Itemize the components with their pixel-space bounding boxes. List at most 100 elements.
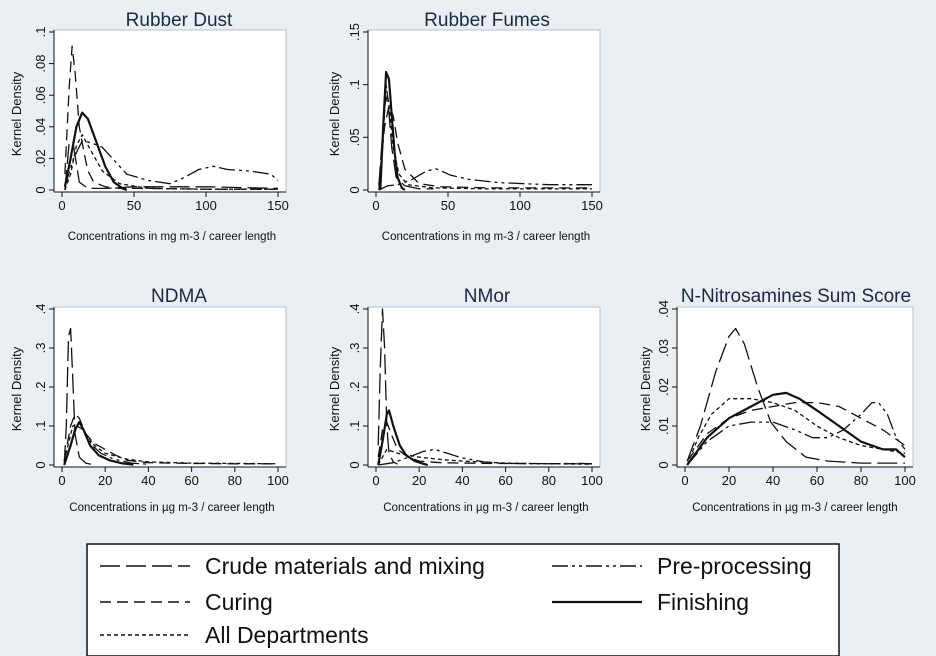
x-axis-label: Concentrations in µg m-3 / career length — [69, 502, 274, 514]
series-line-pre — [64, 140, 279, 187]
x-axis-label: Concentrations in mg m-3 / career length — [382, 231, 590, 243]
legend-box — [86, 543, 840, 656]
y-tick-label: 0 — [347, 461, 362, 468]
series-line-finish — [63, 421, 134, 466]
chart-title: NDMA — [151, 286, 207, 307]
series-line-pre — [686, 401, 906, 466]
series-line-finish — [686, 391, 906, 466]
x-tick-label: 80 — [542, 473, 556, 488]
plot-area — [676, 306, 914, 468]
y-tick-label: .1 — [347, 79, 362, 90]
y-tick-label: .3 — [347, 343, 362, 354]
y-tick-label: .03 — [656, 339, 671, 357]
series-line-curing — [377, 421, 593, 465]
x-tick-label: 20 — [98, 473, 112, 488]
y-tick-label: .3 — [33, 343, 48, 354]
legend-label: Crude materials and mixing — [205, 553, 485, 579]
x-tick-label: 60 — [498, 473, 512, 488]
y-tick-label: .2 — [347, 382, 362, 393]
x-tick-label: 100 — [894, 473, 916, 488]
y-axis-label: Kernel Density — [9, 71, 24, 156]
x-axis-label: Concentrations in µg m-3 / career length — [692, 502, 897, 514]
y-tick-label: 0 — [656, 461, 671, 468]
series-line-all — [64, 134, 278, 191]
series-line-curing — [378, 105, 592, 189]
x-tick-label: 100 — [581, 473, 603, 488]
x-tick-label: 40 — [141, 473, 155, 488]
series-line-finish — [379, 70, 406, 191]
series-line-crude — [63, 327, 93, 466]
y-tick-label: .04 — [33, 118, 48, 136]
y-axis-label: Kernel Density — [327, 71, 342, 156]
y-tick-label: .01 — [656, 417, 671, 435]
y-axis-label: Kernel Density — [327, 346, 342, 431]
chart-panel: N-Nitrosamines Sum Score 0 .01 .02 .03 .04 0 20… — [638, 286, 916, 514]
x-tick-label: 150 — [267, 198, 289, 213]
x-tick-label: 50 — [127, 198, 141, 213]
x-axis-label: Concentrations in mg m-3 / career length — [68, 231, 276, 243]
y-tick-label: .08 — [33, 55, 48, 73]
y-tick-label: .1 — [347, 421, 362, 432]
chart-title: Rubber Dust — [126, 10, 233, 31]
x-tick-label: 80 — [854, 473, 868, 488]
x-tick-label: 0 — [681, 473, 688, 488]
x-tick-label: 150 — [581, 198, 603, 213]
x-tick-label: 40 — [766, 473, 780, 488]
y-tick-label: .1 — [33, 421, 48, 432]
x-tick-label: 50 — [441, 198, 455, 213]
y-axis-label: Kernel Density — [638, 346, 653, 431]
plot-area — [53, 306, 287, 468]
chart-title: Rubber Fumes — [424, 10, 550, 31]
chart-panel: Rubber Fumes 0 .05 .1 .15 0 50 100 150 Concentrat… — [327, 10, 603, 243]
y-tick-label: .2 — [33, 382, 48, 393]
legend-label: Curing — [205, 589, 273, 615]
x-tick-label: 0 — [372, 473, 379, 488]
legend: Crude materials and mixing Pre-processing… — [86, 543, 840, 656]
series-line-all — [686, 398, 906, 466]
x-tick-label: 40 — [455, 473, 469, 488]
x-tick-label: 80 — [228, 473, 242, 488]
series-line-crude — [377, 308, 398, 465]
y-tick-label: .4 — [33, 304, 48, 315]
series-line-all — [377, 448, 593, 466]
x-tick-label: 0 — [58, 473, 65, 488]
y-tick-label: .02 — [33, 149, 48, 167]
legend-item-pre: Pre-processing — [552, 553, 812, 579]
series-line-curing — [64, 45, 278, 190]
chart-title: N-Nitrosamines Sum Score — [681, 286, 911, 307]
x-tick-label: 100 — [195, 198, 217, 213]
series-line-crude — [64, 141, 279, 191]
y-tick-label: .04 — [656, 300, 671, 318]
y-tick-label: 0 — [33, 461, 48, 468]
plot-area — [53, 29, 287, 193]
x-tick-label: 60 — [184, 473, 198, 488]
y-tick-label: .4 — [347, 304, 362, 315]
y-tick-label: .05 — [347, 128, 362, 146]
legend-item-curing: Curing — [100, 589, 273, 615]
x-tick-label: 0 — [58, 198, 65, 213]
plot-area — [367, 29, 601, 193]
x-axis-label: Concentrations in µg m-3 / career length — [383, 502, 588, 514]
series-line-all — [63, 421, 279, 465]
y-tick-label: 0 — [33, 186, 48, 193]
legend-item-finish: Finishing — [552, 589, 749, 615]
y-tick-label: .15 — [347, 23, 362, 41]
legend-label: Finishing — [657, 589, 749, 615]
legend-item-all: All Departments — [100, 622, 369, 648]
series-line-crude — [686, 327, 905, 464]
series-line-pre — [378, 168, 592, 191]
legend-label: Pre-processing — [657, 553, 812, 579]
y-axis-label: Kernel Density — [9, 346, 24, 431]
chart-panel: NDMA 0 .1 .2 .3 .4 0 20 40 60 80 100 Concentrations … — [9, 286, 289, 514]
x-tick-label: 100 — [509, 198, 531, 213]
y-tick-label: .02 — [656, 378, 671, 396]
x-tick-label: 0 — [372, 198, 379, 213]
x-tick-label: 20 — [722, 473, 736, 488]
y-tick-label: .1 — [33, 27, 48, 38]
x-tick-label: 100 — [267, 473, 289, 488]
legend-label: All Departments — [205, 622, 369, 648]
y-tick-label: 0 — [347, 186, 362, 193]
chart-title: NMor — [464, 286, 511, 307]
chart-panel: Rubber Dust 0 .02 .04 .06 .08 .1 0 50 100 150 Conce… — [9, 10, 289, 243]
